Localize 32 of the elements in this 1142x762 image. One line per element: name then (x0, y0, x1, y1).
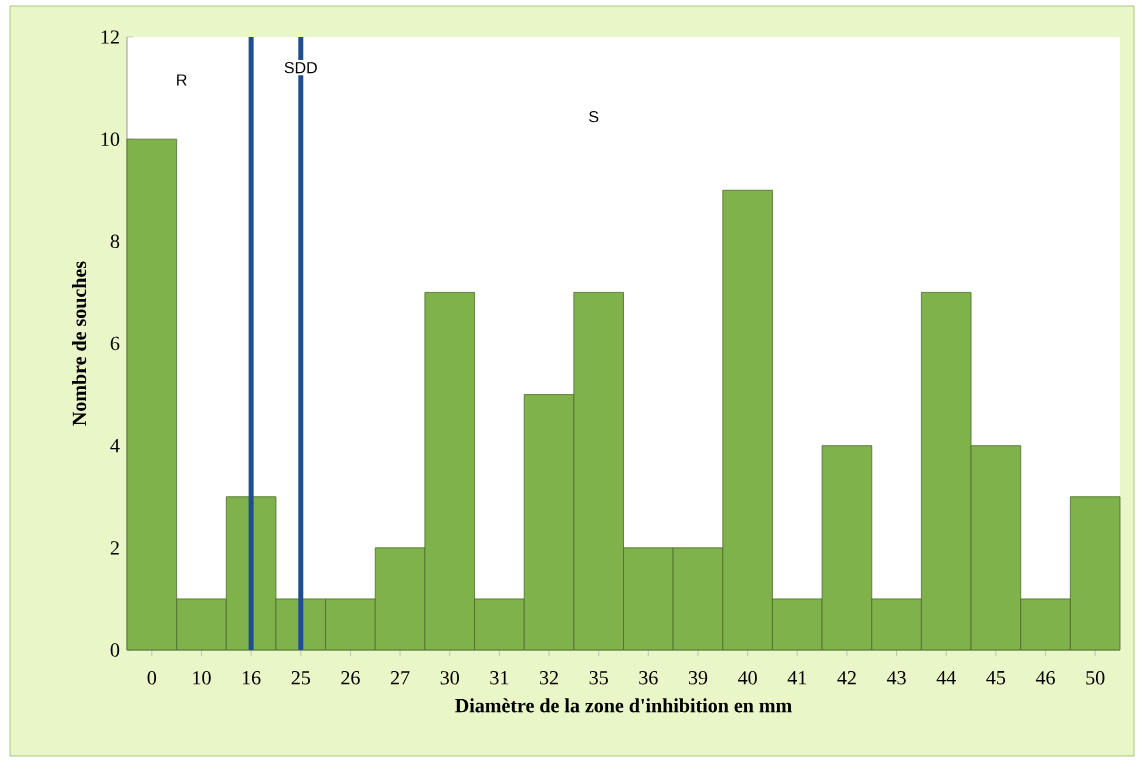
x-tick-label: 31 (490, 671, 509, 685)
x-tick-label: 35 (589, 671, 608, 685)
y-tick-label: 8 (110, 234, 120, 249)
x-tick-label: 32 (540, 671, 558, 685)
x-tick-label: 26 (341, 671, 360, 685)
y-tick-label: 6 (110, 336, 120, 351)
y-tick-label: 4 (110, 439, 120, 453)
x-tick-label: 36 (639, 671, 658, 685)
annotation: R (177, 74, 187, 86)
y-tick-label: 12 (101, 30, 119, 44)
x-tick-label: 50 (1086, 671, 1105, 685)
x-tick-label: 27 (390, 671, 410, 685)
x-tick-label: 0 (147, 671, 157, 685)
x-tick-label: 10 (193, 671, 211, 685)
y-tick-label: 0 (110, 643, 120, 657)
x-tick-label: 39 (688, 671, 708, 685)
x-tick-label: 16 (242, 671, 261, 685)
annotation: SDD (284, 61, 317, 74)
x-tick-label: 46 (1035, 671, 1055, 685)
x-tick-label: 40 (738, 671, 757, 685)
x-tick-label: 44 (936, 671, 956, 685)
x-axis-title: Diamètre de la zone d'inhibition en mm (455, 698, 792, 713)
x-tick-label: 25 (291, 671, 310, 685)
y-tick-label: 2 (110, 541, 119, 555)
y-axis-title: Nombre de souches (72, 261, 87, 426)
x-tick-label: 30 (440, 671, 459, 685)
x-tick-label: 42 (837, 671, 856, 685)
x-tick-label: 41 (787, 671, 807, 685)
x-tick-label: 43 (886, 671, 906, 685)
x-tick-label: 45 (986, 671, 1006, 685)
annotation: S (589, 111, 599, 123)
y-tick-label: 10 (101, 132, 120, 146)
